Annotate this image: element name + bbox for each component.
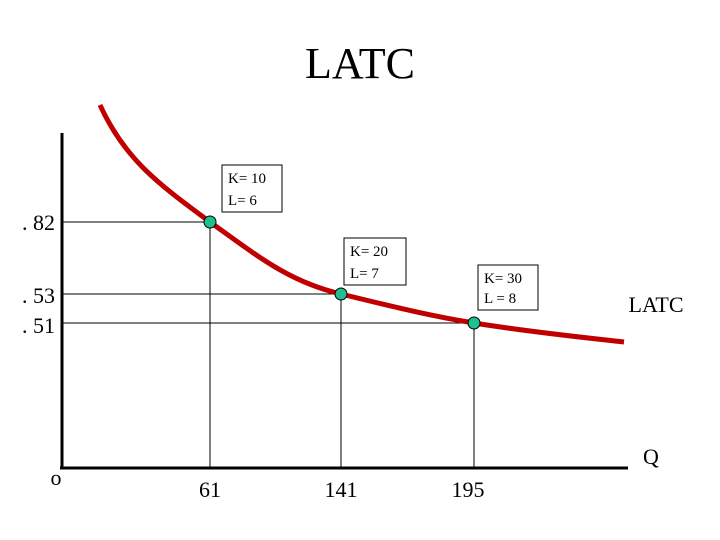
- y-labels: . 82 . 53 . 51: [22, 210, 55, 338]
- y-label: . 82: [22, 210, 55, 235]
- annotation: K= 10 L= 6: [221, 164, 283, 213]
- title: LATC: [305, 39, 415, 88]
- origin-label: o: [51, 465, 62, 490]
- annotation-l: L= 7: [350, 266, 379, 282]
- annotation-k: K= 30: [484, 271, 522, 287]
- curve-label: LATC: [629, 292, 684, 317]
- annotation-l: L = 8: [484, 291, 516, 307]
- annotation-k: K= 20: [350, 244, 388, 260]
- annotation-k: K= 10: [228, 171, 266, 187]
- point: [334, 287, 348, 301]
- point: [467, 316, 481, 330]
- y-label: . 53: [22, 283, 55, 308]
- x-axis-label: Q: [643, 444, 659, 469]
- x-label: 141: [325, 477, 358, 502]
- x-label: 195: [452, 477, 485, 502]
- annotation: K= 30 L = 8: [477, 264, 539, 311]
- annotation-box: [343, 237, 407, 286]
- annotation: K= 20 L= 7: [343, 237, 407, 286]
- x-labels: 61 141 195: [199, 477, 485, 502]
- guide-lines: [62, 221, 475, 468]
- y-label: . 51: [22, 313, 55, 338]
- points: [203, 215, 481, 330]
- x-label: 61: [199, 477, 221, 502]
- annotation-box: [477, 264, 539, 311]
- annotation-l: L= 6: [228, 193, 257, 209]
- point: [203, 215, 217, 229]
- annotation-box: [221, 164, 283, 213]
